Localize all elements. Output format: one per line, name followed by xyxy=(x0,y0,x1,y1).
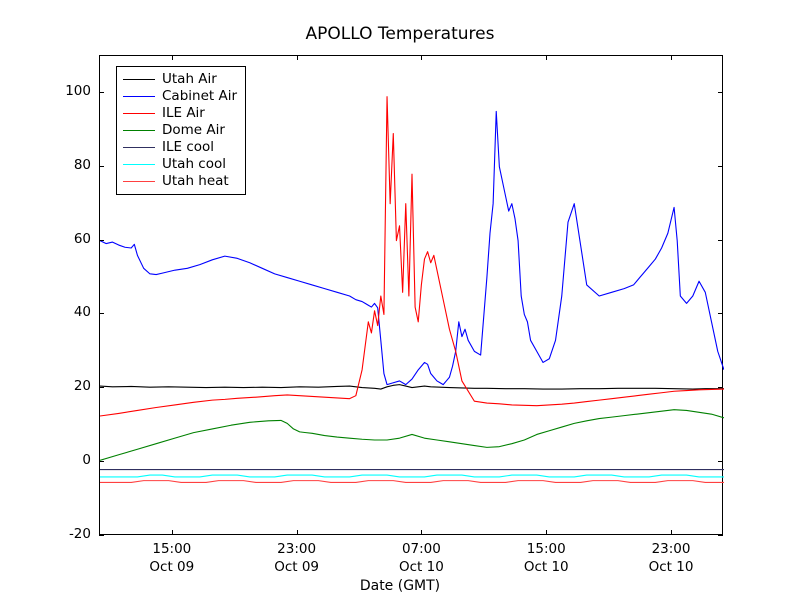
y-tick-mark xyxy=(99,461,104,463)
y-tick-mark-right xyxy=(718,239,723,241)
x-tick-mark xyxy=(421,530,423,535)
legend-swatch xyxy=(123,147,155,148)
y-tick-label: 100 xyxy=(65,82,91,99)
x-tick-mark-top xyxy=(671,55,673,60)
series-line xyxy=(100,480,724,484)
legend-label: Dome Air xyxy=(162,122,225,138)
x-tick-mark xyxy=(546,530,548,535)
legend-label: Utah Air xyxy=(162,71,217,87)
x-tick-label: 23:00 xyxy=(651,541,691,557)
x-tick-label: 23:00 xyxy=(277,541,317,557)
x-tick-label: 07:00 xyxy=(401,541,441,557)
y-tick-mark-right xyxy=(718,461,723,463)
y-tick-mark xyxy=(99,165,104,167)
legend-label: Utah cool xyxy=(162,156,226,172)
chart-title: APOLLO Temperatures xyxy=(305,24,495,44)
y-tick-mark xyxy=(99,239,104,241)
x-axis-label: Date (GMT) xyxy=(359,578,441,594)
legend-label: ILE cool xyxy=(162,139,215,155)
x-tick-label: 15:00 xyxy=(152,541,192,557)
series-line xyxy=(100,110,724,386)
y-tick-label: 20 xyxy=(73,378,91,395)
x-tick-mark xyxy=(296,530,298,535)
x-tick-label: 15:00 xyxy=(526,541,566,557)
y-tick-label: 40 xyxy=(73,304,91,321)
x-tick-sublabel: Oct 10 xyxy=(399,559,444,575)
y-tick-mark xyxy=(99,313,104,315)
y-tick-mark xyxy=(99,91,104,93)
plot-svg xyxy=(100,96,724,484)
legend-label: ILE Air xyxy=(162,105,205,121)
x-tick-sublabel: Oct 10 xyxy=(648,559,694,575)
x-tick-mark-top xyxy=(171,55,173,60)
x-tick-sublabel: Oct 10 xyxy=(523,559,569,575)
y-tick-label: -20 xyxy=(68,526,91,542)
y-tick-mark-right xyxy=(718,165,723,167)
legend-swatch xyxy=(123,130,155,131)
series-line xyxy=(100,474,724,478)
x-tick-mark-top xyxy=(421,55,423,60)
x-tick-mark-top xyxy=(296,55,298,60)
y-tick-mark-right xyxy=(718,91,723,93)
series-line xyxy=(100,384,724,390)
legend-item: ILE cool xyxy=(123,139,237,156)
y-tick-label: 0 xyxy=(82,452,91,469)
x-tick-mark xyxy=(171,530,173,535)
legend-swatch xyxy=(123,96,155,97)
y-tick-label: 60 xyxy=(73,230,91,247)
legend-label: Cabinet Air xyxy=(162,88,238,104)
legend-swatch xyxy=(123,113,155,114)
series-line xyxy=(100,409,724,461)
y-tick-mark-right xyxy=(718,535,723,536)
x-tick-mark xyxy=(671,530,673,535)
y-tick-mark-right xyxy=(718,313,723,315)
legend-label: Utah heat xyxy=(162,173,229,189)
y-tick-mark-right xyxy=(718,387,723,389)
legend-item: Cabinet Air xyxy=(123,88,237,105)
legend-item: Utah cool xyxy=(123,156,237,173)
legend: Utah Air Cabinet Air ILE Air Dome Air ILE co… xyxy=(116,66,247,195)
legend-swatch xyxy=(123,181,155,182)
x-tick-mark-top xyxy=(546,55,548,60)
legend-item: Utah Air xyxy=(123,71,237,88)
legend-item: Dome Air xyxy=(123,122,237,139)
legend-item: ILE Air xyxy=(123,105,237,122)
legend-item: Utah heat xyxy=(123,173,237,190)
legend-swatch xyxy=(123,79,155,80)
legend-swatch xyxy=(123,164,155,165)
y-tick-mark xyxy=(99,535,104,536)
y-tick-label: 80 xyxy=(73,156,91,173)
x-tick-sublabel: Oct 09 xyxy=(149,559,195,575)
y-tick-mark xyxy=(99,387,104,389)
x-tick-sublabel: Oct 09 xyxy=(274,559,320,575)
series-line xyxy=(100,96,724,417)
